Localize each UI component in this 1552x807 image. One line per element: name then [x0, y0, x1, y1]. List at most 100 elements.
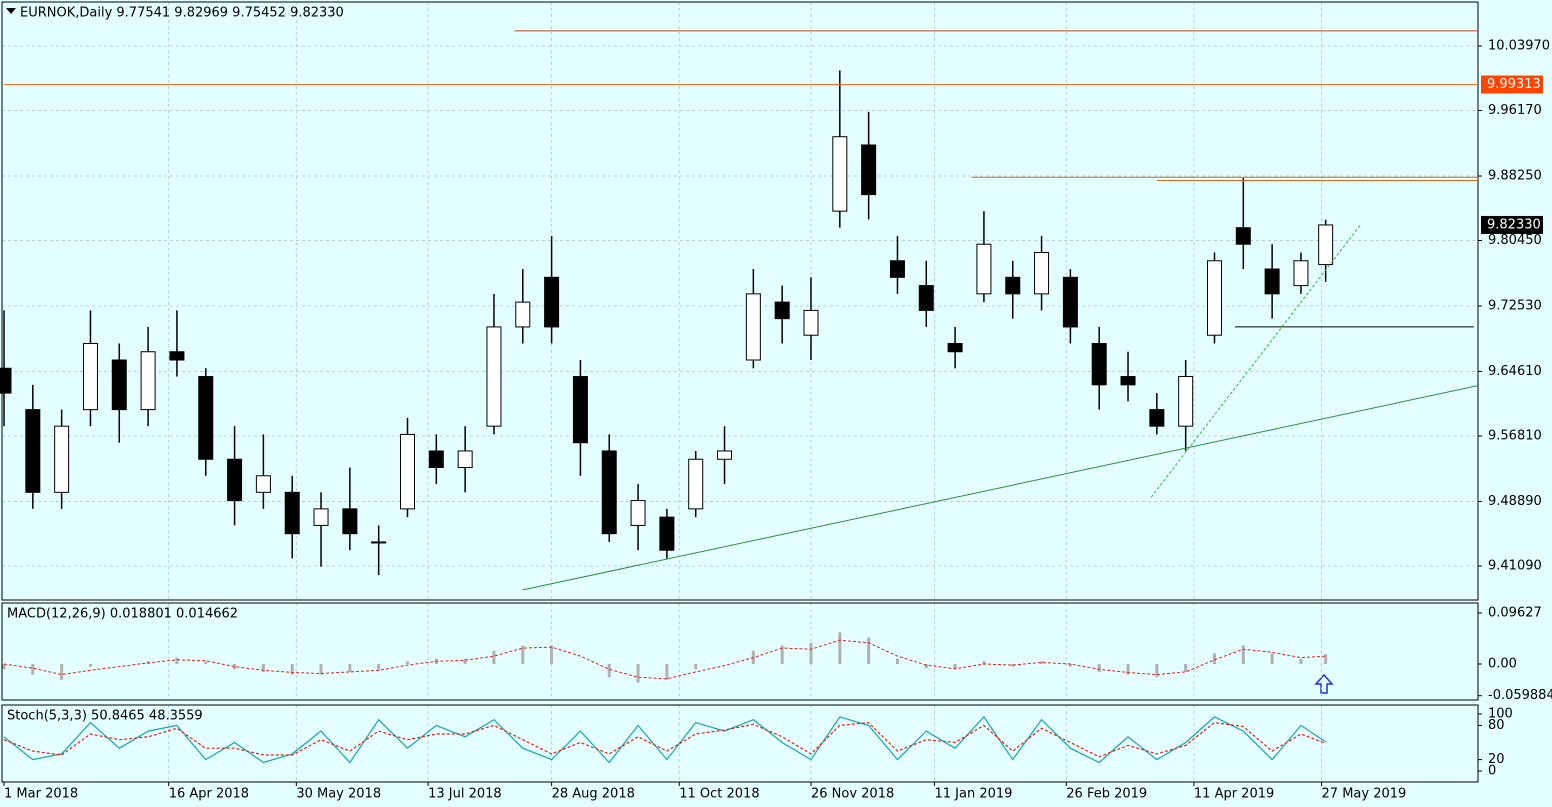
histogram-bar: [1324, 654, 1328, 664]
candle-body: [25, 409, 41, 493]
candle-body: [486, 326, 502, 427]
candle-body: [227, 458, 243, 502]
x-tick-label: 27 May 2019: [1322, 787, 1407, 802]
y-tick-label: 20: [1488, 752, 1505, 767]
candle-body: [399, 433, 415, 510]
candle-body: [0, 367, 12, 394]
histogram-bar: [1068, 663, 1072, 667]
x-tick-label: 26 Feb 2019: [1066, 787, 1147, 802]
histogram-bar: [1040, 661, 1044, 664]
candle-body: [255, 475, 271, 493]
histogram-bar: [348, 663, 352, 672]
line: [1150, 223, 1362, 498]
candle-body: [889, 260, 905, 278]
histogram-bar: [405, 661, 409, 664]
histogram-bar: [175, 657, 179, 664]
x-tick-label: 28 Aug 2018: [552, 787, 635, 802]
histogram-bar: [1097, 663, 1101, 672]
x-tick-label: 11 Oct 2018: [679, 787, 759, 802]
candle-body: [918, 285, 934, 311]
x-tick-label: 26 Nov 2018: [811, 787, 894, 802]
candle-body: [457, 450, 473, 469]
histogram-bar: [867, 637, 871, 664]
candle-body: [169, 351, 185, 361]
panel-border: [1, 704, 1479, 783]
y-tick-label: 0.09627: [1488, 606, 1542, 621]
histogram-bar: [319, 663, 323, 675]
y-tick-label: 10.03970: [1488, 38, 1550, 53]
panel-border: [1, 602, 1479, 701]
candle-body: [976, 243, 992, 295]
panel-title: EURNOK,Daily 9.77541 9.82969 9.75452 9.8…: [20, 6, 344, 21]
line: [3, 715, 1327, 764]
candle-body: [832, 136, 848, 212]
candle-body: [1005, 276, 1021, 295]
candle-body: [774, 301, 790, 320]
histogram-bar: [1011, 663, 1015, 667]
candle-body: [1235, 227, 1251, 245]
price-marker: [1481, 215, 1543, 234]
candle-body: [947, 342, 963, 353]
histogram-bar: [636, 663, 640, 683]
histogram-bar: [1270, 653, 1274, 664]
candle-body: [688, 458, 704, 510]
histogram-bar: [607, 663, 611, 678]
histogram-bar: [550, 645, 554, 664]
candle-body: [803, 309, 819, 336]
histogram-bar: [895, 658, 899, 664]
candle-body: [1178, 376, 1194, 427]
histogram-bar: [953, 663, 957, 670]
histogram-bar: [2, 663, 6, 670]
panel-border: [1, 1, 1479, 601]
candle-body: [82, 342, 98, 411]
histogram-bar: [1126, 663, 1130, 675]
y-tick-label: 80: [1488, 718, 1505, 733]
histogram-bar: [1212, 653, 1216, 664]
candle-body: [601, 450, 617, 535]
candle-body: [1293, 260, 1309, 287]
x-tick-label: 11 Apr 2019: [1194, 787, 1274, 802]
histogram-bar: [88, 663, 92, 667]
y-tick-label: 9.48890: [1488, 494, 1542, 509]
histogram-bar: [780, 645, 784, 664]
histogram-bar: [665, 663, 669, 680]
y-tick-label: 0.00: [1488, 656, 1517, 671]
y-tick-label: 9.72530: [1488, 299, 1542, 314]
histogram-bar: [982, 661, 986, 664]
y-tick-label: 9.56810: [1488, 429, 1542, 444]
candle-body: [572, 376, 588, 444]
candle-body: [861, 144, 877, 196]
candle-body: [1062, 276, 1078, 328]
candle-body: [1120, 376, 1136, 386]
x-tick-label: 13 Jul 2018: [428, 787, 502, 802]
candle-body: [717, 450, 733, 460]
y-tick-label: 0: [1488, 764, 1496, 779]
y-tick-label: 9.88250: [1488, 168, 1542, 183]
histogram-bar: [204, 661, 208, 664]
histogram-bar: [492, 650, 496, 664]
histogram-bar: [261, 663, 265, 672]
y-tick-label: 9.80450: [1488, 233, 1542, 248]
candle-body: [745, 293, 761, 361]
y-tick-label: 9.96170: [1488, 103, 1542, 118]
histogram-bar: [60, 663, 64, 680]
candle-body: [428, 450, 444, 469]
histogram-bar: [31, 663, 35, 675]
histogram-bar: [694, 663, 698, 670]
line: [522, 385, 1479, 591]
histogram-bar: [1184, 663, 1188, 672]
candle-body: [1091, 342, 1107, 386]
y-tick-label: 9.41090: [1488, 559, 1542, 574]
price-marker-label: 9.99313: [1487, 77, 1541, 92]
x-tick-label: 11 Jan 2019: [935, 787, 1013, 802]
candle-body: [198, 376, 214, 460]
candle-body: [515, 301, 531, 328]
histogram-bar: [838, 632, 842, 664]
panel-title: MACD(12,26,9) 0.018801 0.014662: [7, 607, 238, 622]
histogram-bar: [924, 663, 928, 669]
candle-body: [1149, 409, 1165, 427]
x-tick-label: 1 Mar 2018: [4, 787, 78, 802]
panel-title: Stoch(5,3,3) 50.8465 48.3559: [7, 709, 203, 724]
price-marker-label: 9.82330: [1487, 217, 1541, 232]
